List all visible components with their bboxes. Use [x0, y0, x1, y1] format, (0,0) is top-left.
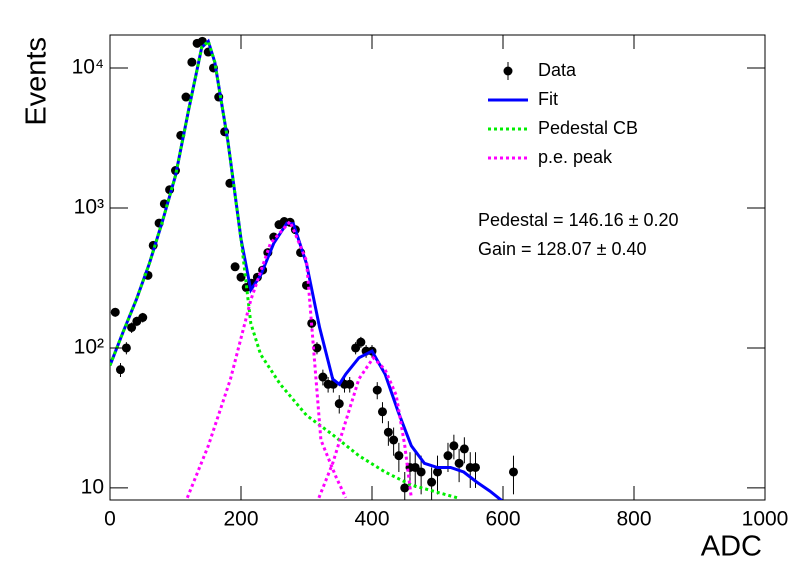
data-point	[416, 467, 426, 477]
data-point	[138, 313, 148, 323]
x-tick-label: 800	[616, 508, 651, 531]
plot-area	[110, 36, 518, 500]
curve	[110, 38, 458, 500]
y-tick-label: 10⁴	[72, 56, 104, 79]
legend-label: Pedestal CB	[538, 118, 638, 138]
x-tick-label: 200	[223, 508, 258, 531]
data-point	[312, 343, 322, 353]
data-point	[372, 385, 382, 395]
y-axis-title: Events	[21, 37, 53, 126]
data-point	[389, 435, 399, 445]
data-point	[383, 427, 393, 437]
data-point	[345, 379, 355, 389]
legend-label: Fit	[538, 89, 558, 109]
data-point	[427, 477, 437, 487]
annotation: Gain = 128.07 ± 0.40	[478, 239, 647, 259]
curve	[185, 218, 413, 499]
data-point	[356, 337, 366, 347]
data-point	[470, 462, 480, 472]
data-point	[127, 322, 137, 332]
legend-label: p.e. peak	[538, 147, 613, 167]
data-point	[443, 451, 453, 461]
y-tick-label: 10³	[74, 196, 104, 219]
x-tick-label: 400	[354, 508, 389, 531]
data-point	[230, 262, 240, 272]
data-point	[400, 483, 410, 493]
x-tick-label: 600	[485, 508, 520, 531]
plot-frame	[109, 34, 766, 501]
data-point	[394, 451, 404, 461]
data-point	[377, 407, 387, 417]
data-point	[351, 343, 361, 353]
data-point	[115, 365, 125, 375]
legend-label: Data	[538, 60, 577, 80]
data-point	[454, 458, 464, 468]
x-tick-label: 1000	[742, 508, 789, 531]
x-axis-title: ADC	[701, 531, 762, 563]
y-tick-label: 10²	[74, 335, 104, 358]
annotation: Pedestal = 146.16 ± 0.20	[478, 210, 679, 230]
x-tick-label: 0	[104, 508, 116, 531]
legend-marker	[503, 66, 513, 76]
data-point	[433, 467, 442, 477]
data-point	[459, 444, 469, 454]
data-point	[508, 467, 518, 477]
data-point	[449, 441, 459, 451]
data-point	[110, 307, 120, 317]
data-point	[236, 272, 246, 282]
y-tick-label: 10	[81, 475, 104, 498]
data-point	[334, 399, 344, 409]
data-point	[187, 57, 197, 67]
data-point	[181, 92, 191, 102]
data-point	[318, 372, 328, 382]
